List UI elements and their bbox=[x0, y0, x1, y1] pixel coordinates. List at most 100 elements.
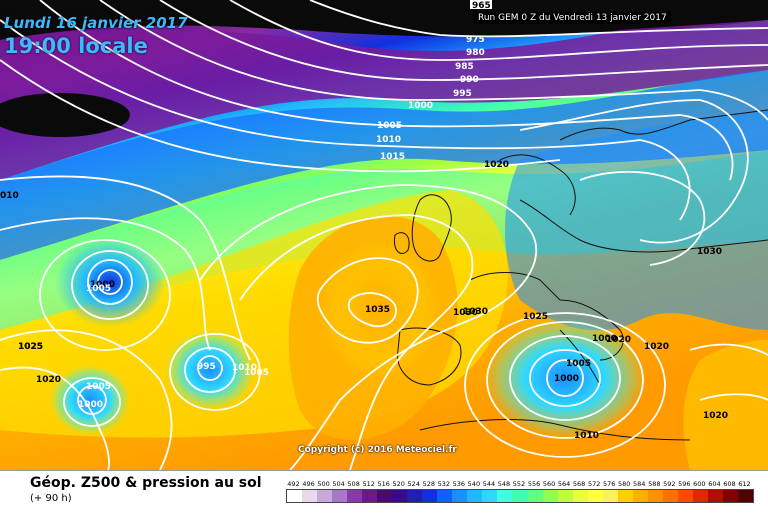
isobar-label: 1000 bbox=[78, 400, 103, 410]
isobar-label: 1030 bbox=[453, 308, 478, 318]
legend-swatch bbox=[737, 490, 753, 502]
isobar-label: 965 bbox=[472, 1, 491, 11]
isobar-label: 1005 bbox=[244, 368, 269, 378]
mediterranean-low bbox=[485, 318, 645, 438]
legend-tick-label: 556 bbox=[527, 480, 541, 488]
legend-swatch bbox=[482, 490, 498, 502]
legend-swatch bbox=[287, 490, 303, 502]
isobar-label: 1010 bbox=[376, 135, 401, 145]
legend-tick-label: 560 bbox=[542, 480, 556, 488]
isobar-label: 1005 bbox=[86, 284, 111, 294]
legend-tick-label: 540 bbox=[467, 480, 481, 488]
isobar-label: 1020 bbox=[484, 160, 509, 170]
isobar-label: 1000 bbox=[554, 374, 579, 384]
legend-swatch bbox=[512, 490, 528, 502]
forecast-lead: (+ 90 h) bbox=[30, 493, 72, 504]
legend-swatch bbox=[662, 490, 678, 502]
atlantic-low-north bbox=[55, 237, 165, 327]
weather-map: 965 975 980 985 990 995 1000 1005 1010 1… bbox=[0, 0, 768, 470]
legend-tick-label: 524 bbox=[407, 480, 420, 488]
isobar-label: 975 bbox=[466, 35, 485, 45]
legend-swatch bbox=[332, 490, 348, 502]
isobar-label: 1025 bbox=[18, 342, 43, 352]
legend-tick-label: 604 bbox=[708, 480, 721, 488]
isobar-label: 990 bbox=[460, 75, 479, 85]
isobar-label: 1000 bbox=[90, 280, 115, 290]
legend-swatch bbox=[707, 490, 723, 502]
legend-tick-label: 596 bbox=[678, 480, 691, 488]
legend-swatch bbox=[602, 490, 618, 502]
isobar-label: 1020 bbox=[606, 335, 631, 345]
legend-swatch bbox=[572, 490, 588, 502]
isobar-labels: 965 975 980 985 990 995 1000 1005 1010 1… bbox=[0, 0, 728, 441]
isobar-label: 985 bbox=[455, 62, 474, 72]
legend-tick-label: 548 bbox=[497, 480, 511, 488]
isobar-label: 995 bbox=[197, 362, 216, 372]
legend-tick-label: 512 bbox=[362, 480, 375, 488]
legend-swatch bbox=[392, 490, 408, 502]
legend-ticks: 492 496 500 504 508 512 516 520 524 528 532 536 540 5… bbox=[286, 480, 752, 489]
isobar-label: 1005 bbox=[377, 121, 402, 131]
legend-tick-label: 520 bbox=[392, 480, 405, 488]
legend-tick-label: 508 bbox=[347, 480, 360, 488]
legend-tick-label: 592 bbox=[663, 480, 676, 488]
valid-time: 19:00 locale bbox=[4, 34, 148, 58]
legend-tick-label: 496 bbox=[302, 480, 315, 488]
europe-trough bbox=[505, 110, 768, 331]
legend-tick-label: 536 bbox=[452, 480, 466, 488]
legend-colorbar bbox=[286, 489, 754, 503]
isobar-label: 1000 bbox=[408, 101, 433, 111]
legend-tick-label: 528 bbox=[422, 480, 435, 488]
legend-tick-label: 572 bbox=[587, 480, 601, 488]
isobar-label: 1010 bbox=[232, 363, 257, 373]
legend-tick-label: 580 bbox=[618, 480, 631, 488]
isobar-label: 995 bbox=[453, 89, 472, 99]
high-center bbox=[320, 240, 440, 380]
isobar-label: 1035 bbox=[365, 305, 390, 315]
legend-swatch bbox=[452, 490, 468, 502]
isobar-label: 980 bbox=[466, 48, 485, 58]
isobar-label: 1005 bbox=[566, 359, 591, 369]
legend-swatch bbox=[722, 490, 738, 502]
legend-tick-label: 576 bbox=[602, 480, 616, 488]
coastlines bbox=[393, 109, 768, 441]
legend-swatch bbox=[407, 490, 423, 502]
isobar-label: 010 bbox=[0, 191, 19, 201]
map-title: Géop. Z500 & pression au sol bbox=[30, 475, 262, 491]
legend-tick-label: 552 bbox=[512, 480, 526, 488]
legend-swatch bbox=[647, 490, 663, 502]
legend-tick-label: 608 bbox=[723, 480, 736, 488]
purple-band bbox=[0, 20, 768, 180]
legend-tick-label: 564 bbox=[557, 480, 571, 488]
legend-swatch bbox=[527, 490, 543, 502]
map-footer: Géop. Z500 & pression au sol (+ 90 h) 49… bbox=[0, 470, 768, 513]
isobar-label: 1025 bbox=[18, 342, 43, 352]
blue-band bbox=[0, 70, 768, 260]
deep-low bbox=[0, 93, 130, 137]
isobars bbox=[0, 0, 768, 470]
legend-tick-label: 500 bbox=[317, 480, 330, 488]
legend-swatch bbox=[497, 490, 513, 502]
legend-swatch bbox=[362, 490, 378, 502]
legend-swatch bbox=[467, 490, 483, 502]
isobar-label: 1030 bbox=[697, 247, 722, 257]
legend-swatch bbox=[587, 490, 603, 502]
legend-swatch bbox=[677, 490, 693, 502]
legend-swatch bbox=[632, 490, 648, 502]
legend-tick-label: 544 bbox=[482, 480, 496, 488]
legend-tick-label: 612 bbox=[738, 480, 751, 488]
legend-tick-label: 516 bbox=[377, 480, 390, 488]
legend-tick-label: 568 bbox=[572, 480, 586, 488]
legend-swatch bbox=[437, 490, 453, 502]
legend-swatch bbox=[302, 490, 318, 502]
valid-date: Lundi 16 janvier 2017 bbox=[4, 14, 188, 32]
legend-swatch bbox=[347, 490, 363, 502]
legend-swatch bbox=[317, 490, 333, 502]
legend-swatch bbox=[692, 490, 708, 502]
copyright-notice: Copyright (c) 2016 Meteociel.fr bbox=[298, 445, 457, 455]
atlantic-low-south bbox=[165, 330, 255, 410]
polar-vortex bbox=[0, 0, 768, 40]
legend-swatch bbox=[377, 490, 393, 502]
legend-swatch bbox=[617, 490, 633, 502]
run-info: Run GEM 0 Z du Vendredi 13 janvier 2017 bbox=[474, 12, 671, 24]
